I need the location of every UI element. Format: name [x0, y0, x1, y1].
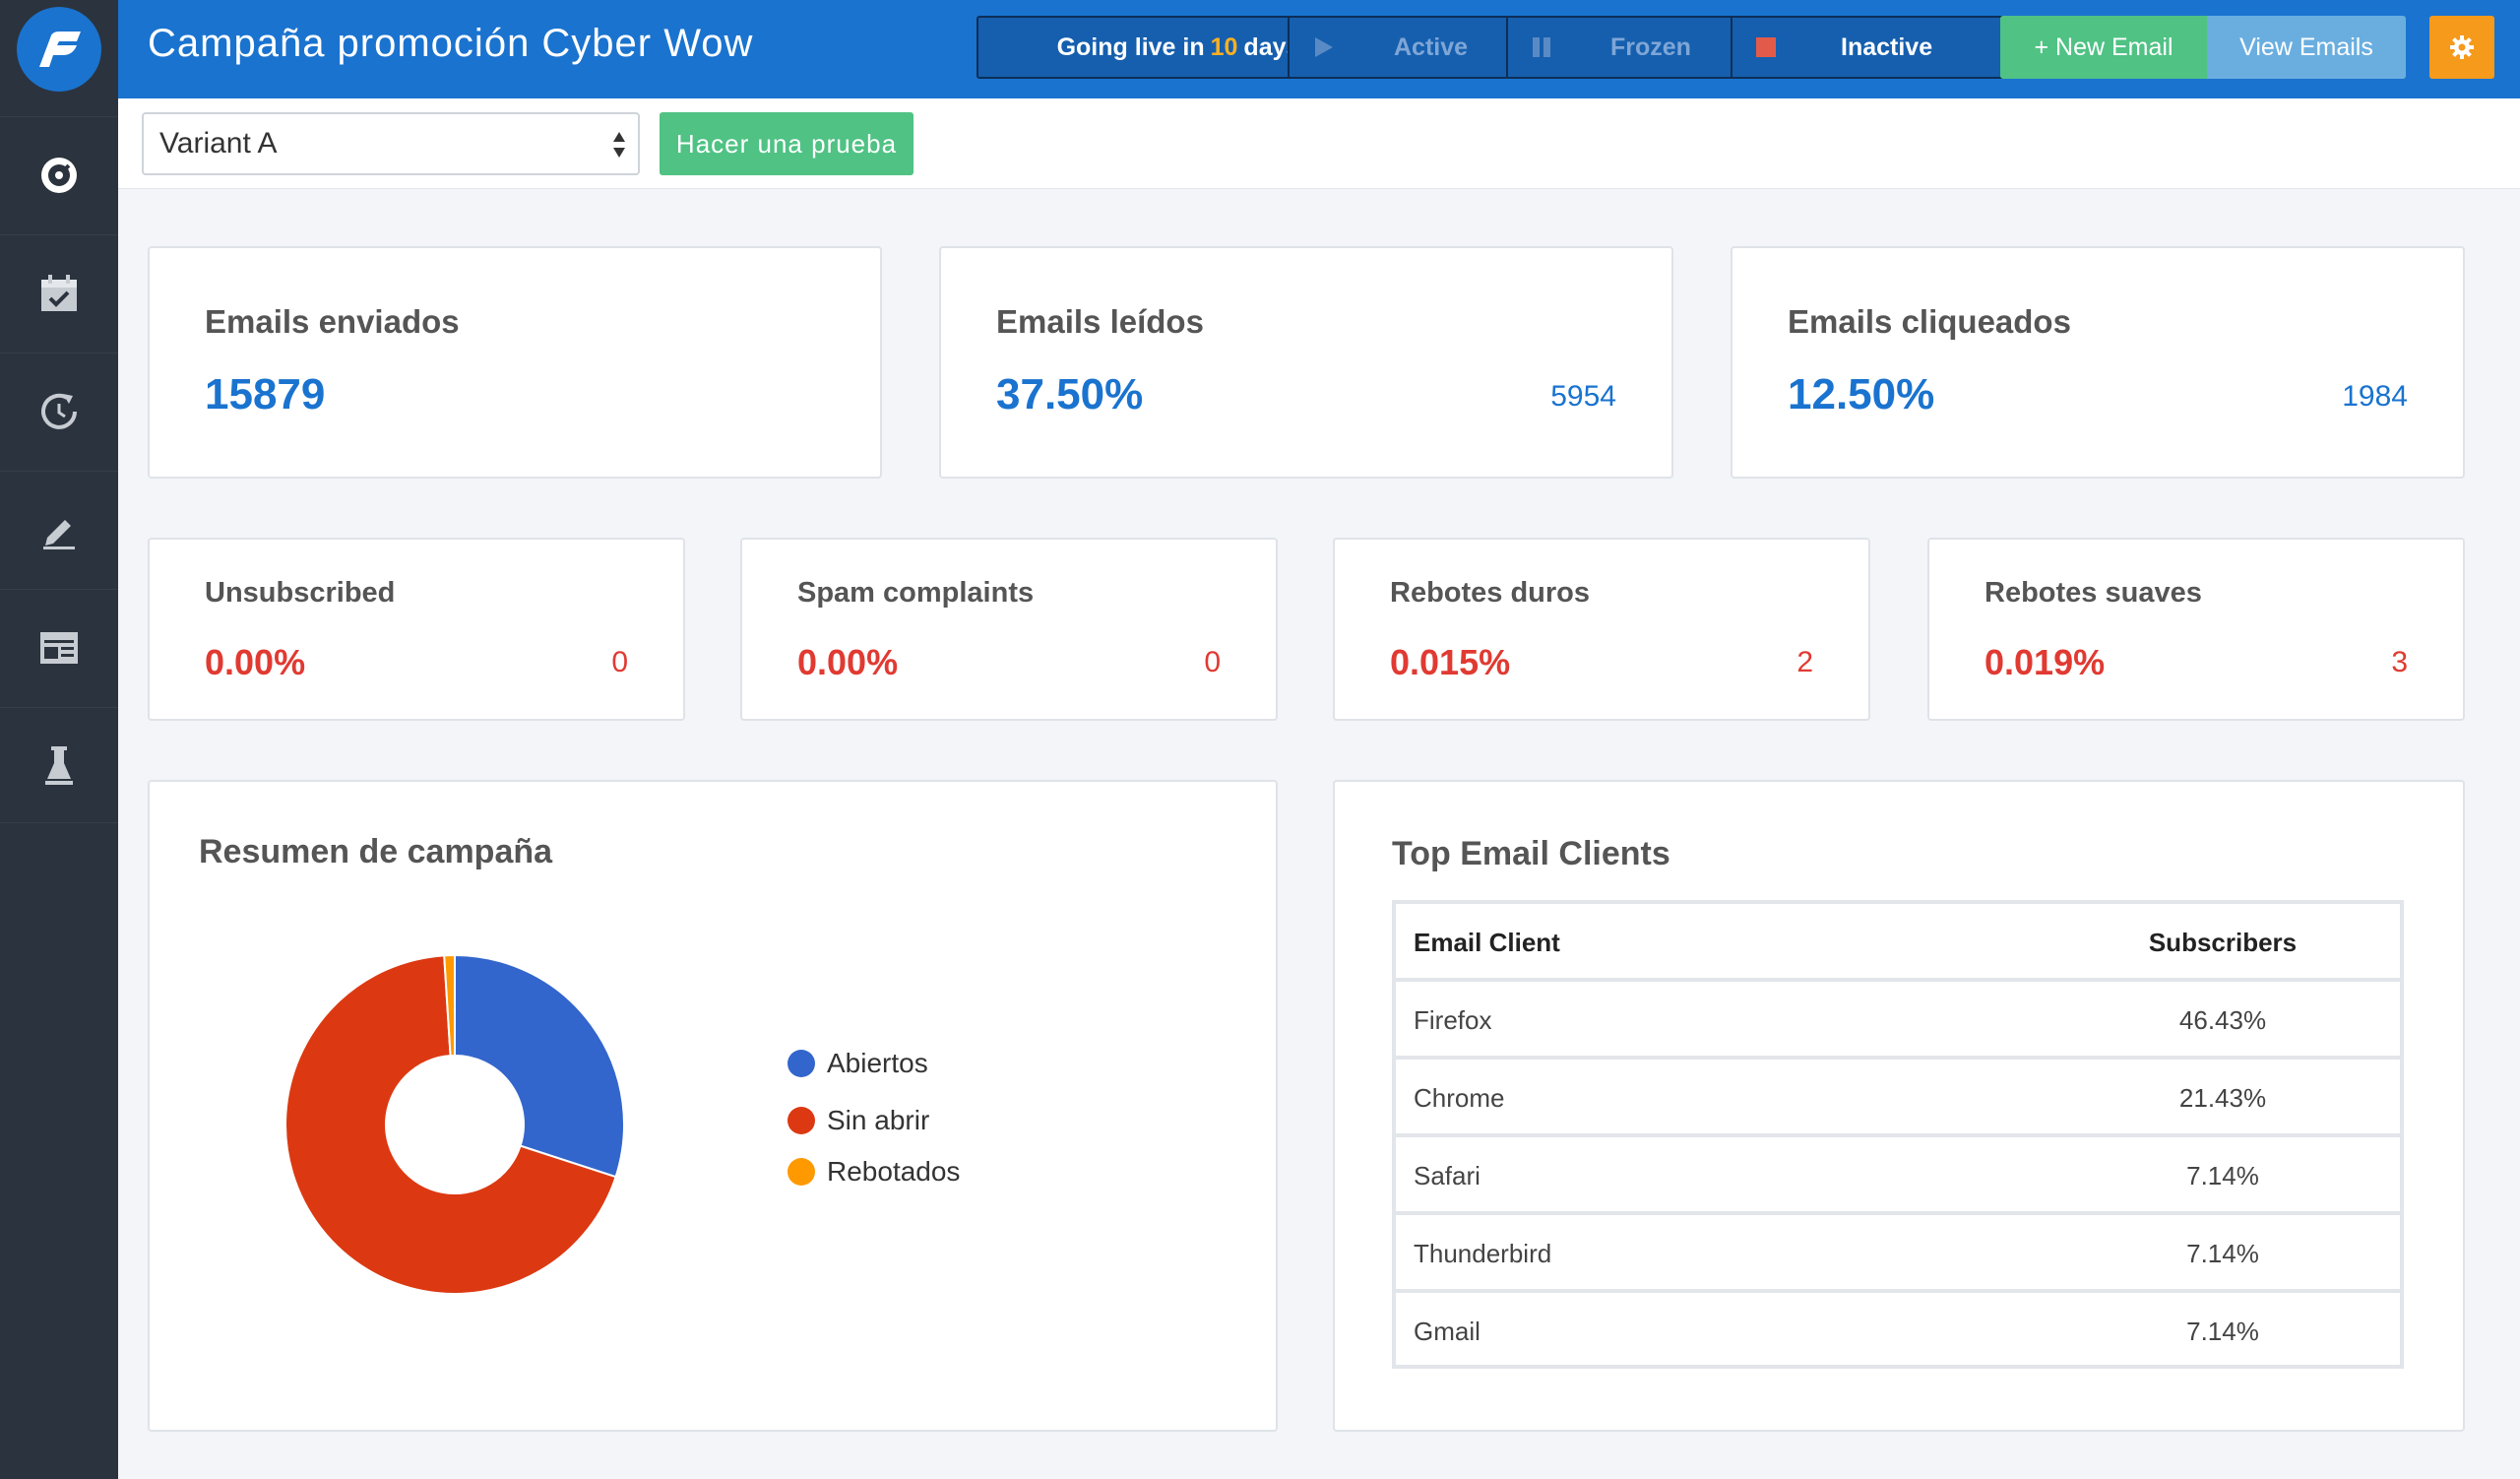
pause-icon — [1533, 37, 1550, 57]
legend-label: Abiertos — [827, 1048, 928, 1078]
stat-card-spam: Spam complaints 0.00% 0 — [740, 538, 1278, 721]
sidebar-item-calendar[interactable] — [0, 234, 118, 351]
campaign-summary-title: Resumen de campaña — [199, 833, 553, 870]
top-clients-title: Top Email Clients — [1392, 835, 1670, 872]
stat-card-read: Emails leídos 37.50% 5954 — [939, 246, 1673, 479]
legend-dot — [788, 1050, 815, 1077]
status-frozen-button[interactable]: Frozen — [1508, 18, 1732, 77]
stat-value: 15879 — [205, 370, 326, 418]
stat-title: Unsubscribed — [205, 577, 396, 609]
variant-select-value: Variant A — [159, 127, 278, 160]
donut-slice-sin-abrir — [284, 954, 617, 1295]
stat-title: Emails enviados — [205, 303, 460, 340]
client-name: Firefox — [1414, 1005, 1492, 1035]
stat-title: Emails leídos — [996, 303, 1204, 340]
stat-value: 0.015% — [1390, 642, 1511, 682]
donut-slice-abiertos — [454, 953, 625, 1179]
client-name: Gmail — [1414, 1317, 1480, 1346]
sidebar-item-templates[interactable] — [0, 589, 118, 705]
client-name: Thunderbird — [1414, 1239, 1552, 1268]
variant-select[interactable]: Variant A — [142, 112, 640, 175]
status-toggle-group: Active Frozen Inactive — [1288, 16, 2091, 79]
column-header-subscribers: Subscribers — [2148, 928, 2298, 957]
client-share: 7.14% — [2186, 1239, 2259, 1268]
status-inactive-label: Inactive — [1841, 32, 1933, 61]
legend-item-bounced: Rebotados — [788, 1156, 960, 1188]
stat-card-clicked: Emails cliqueados 12.50% 1984 — [1731, 246, 2465, 479]
calendar-check-icon — [41, 274, 77, 311]
legend-dot — [788, 1158, 815, 1186]
stat-count: 2 — [1796, 646, 1813, 678]
column-header-client: Email Client — [1414, 928, 1560, 957]
stat-value: 0.00% — [797, 642, 899, 682]
stat-count: 5954 — [1550, 380, 1616, 413]
toolbar: Variant A Hacer una prueba — [118, 98, 2520, 189]
table-header: Email Client Subscribers — [1396, 904, 2400, 982]
stat-count: 0 — [1204, 646, 1221, 678]
legend-item-unopened: Sin abrir — [788, 1105, 929, 1136]
campaign-donut-chart — [284, 953, 625, 1295]
flask-icon — [45, 746, 73, 785]
sidebar-item-dashboard[interactable] — [0, 116, 118, 232]
stat-title: Spam complaints — [797, 577, 1035, 609]
stat-title: Rebotes duros — [1390, 577, 1591, 609]
template-icon — [40, 631, 78, 664]
status-active-label: Active — [1394, 32, 1469, 61]
client-name: Safari — [1414, 1161, 1480, 1190]
going-live-prefix: Going live in — [1056, 32, 1205, 61]
stat-count: 0 — [611, 646, 628, 678]
play-icon — [1315, 37, 1333, 57]
edit-icon — [43, 519, 75, 549]
app-logo[interactable] — [17, 7, 101, 92]
clients-table: Email Client Subscribers Firefox 46.43% … — [1392, 900, 2404, 1369]
stat-title: Rebotes suaves — [1984, 577, 2202, 609]
stat-value: 37.50% — [996, 370, 1144, 418]
sidebar-item-tests[interactable] — [0, 707, 118, 823]
status-inactive-button[interactable]: Inactive — [1732, 18, 2089, 77]
clock-refresh-icon — [41, 393, 77, 429]
stat-card-soft-bounces: Rebotes suaves 0.019% 3 — [1927, 538, 2465, 721]
status-frozen-label: Frozen — [1610, 32, 1691, 61]
legend-label: Rebotados — [827, 1156, 961, 1187]
client-name: Chrome — [1414, 1083, 1505, 1113]
dashboard-icon — [41, 157, 77, 193]
page-title: Campaña promoción Cyber Wow — [148, 22, 754, 65]
status-active-button[interactable]: Active — [1290, 18, 1508, 77]
campaign-summary-panel: Resumen de campaña Abiertos Sin abrir Re… — [148, 780, 1278, 1432]
stat-value: 0.019% — [1984, 642, 2106, 682]
table-row: Thunderbird 7.14% — [1396, 1215, 2400, 1293]
going-live-days: 10 — [1210, 32, 1238, 61]
legend-item-opened: Abiertos — [788, 1048, 928, 1079]
stat-count: 1984 — [2342, 380, 2408, 413]
sidebar-item-editor[interactable] — [0, 471, 118, 587]
new-email-button[interactable]: + New Email — [2000, 16, 2207, 79]
donut-slice-rebotados — [443, 953, 456, 1058]
client-share: 7.14% — [2186, 1161, 2259, 1190]
run-test-button[interactable]: Hacer una prueba — [660, 112, 914, 175]
stat-card-sent: Emails enviados 15879 — [148, 246, 882, 479]
select-arrows-icon — [613, 132, 625, 158]
client-share: 7.14% — [2186, 1317, 2259, 1346]
client-share: 46.43% — [2178, 1005, 2267, 1035]
view-emails-button[interactable]: View Emails — [2207, 16, 2406, 79]
table-row: Gmail 7.14% — [1396, 1293, 2400, 1371]
legend-dot — [788, 1107, 815, 1134]
stat-count: 3 — [2391, 646, 2408, 678]
table-row: Chrome 21.43% — [1396, 1060, 2400, 1137]
stat-value: 12.50% — [1788, 370, 1935, 418]
legend-label: Sin abrir — [827, 1105, 930, 1135]
stat-card-unsubscribed: Unsubscribed 0.00% 0 — [148, 538, 685, 721]
sidebar — [0, 0, 118, 1479]
stat-card-hard-bounces: Rebotes duros 0.015% 2 — [1333, 538, 1870, 721]
gear-icon — [2450, 35, 2474, 59]
table-row: Safari 7.14% — [1396, 1137, 2400, 1215]
stat-value: 0.00% — [205, 642, 306, 682]
logo-icon — [39, 32, 81, 67]
stat-title: Emails cliqueados — [1788, 303, 2071, 340]
sidebar-item-history[interactable] — [0, 353, 118, 469]
table-row: Firefox 46.43% — [1396, 982, 2400, 1060]
client-share: 21.43% — [2178, 1083, 2267, 1113]
stop-icon — [1756, 37, 1776, 57]
settings-button[interactable] — [2429, 16, 2494, 79]
